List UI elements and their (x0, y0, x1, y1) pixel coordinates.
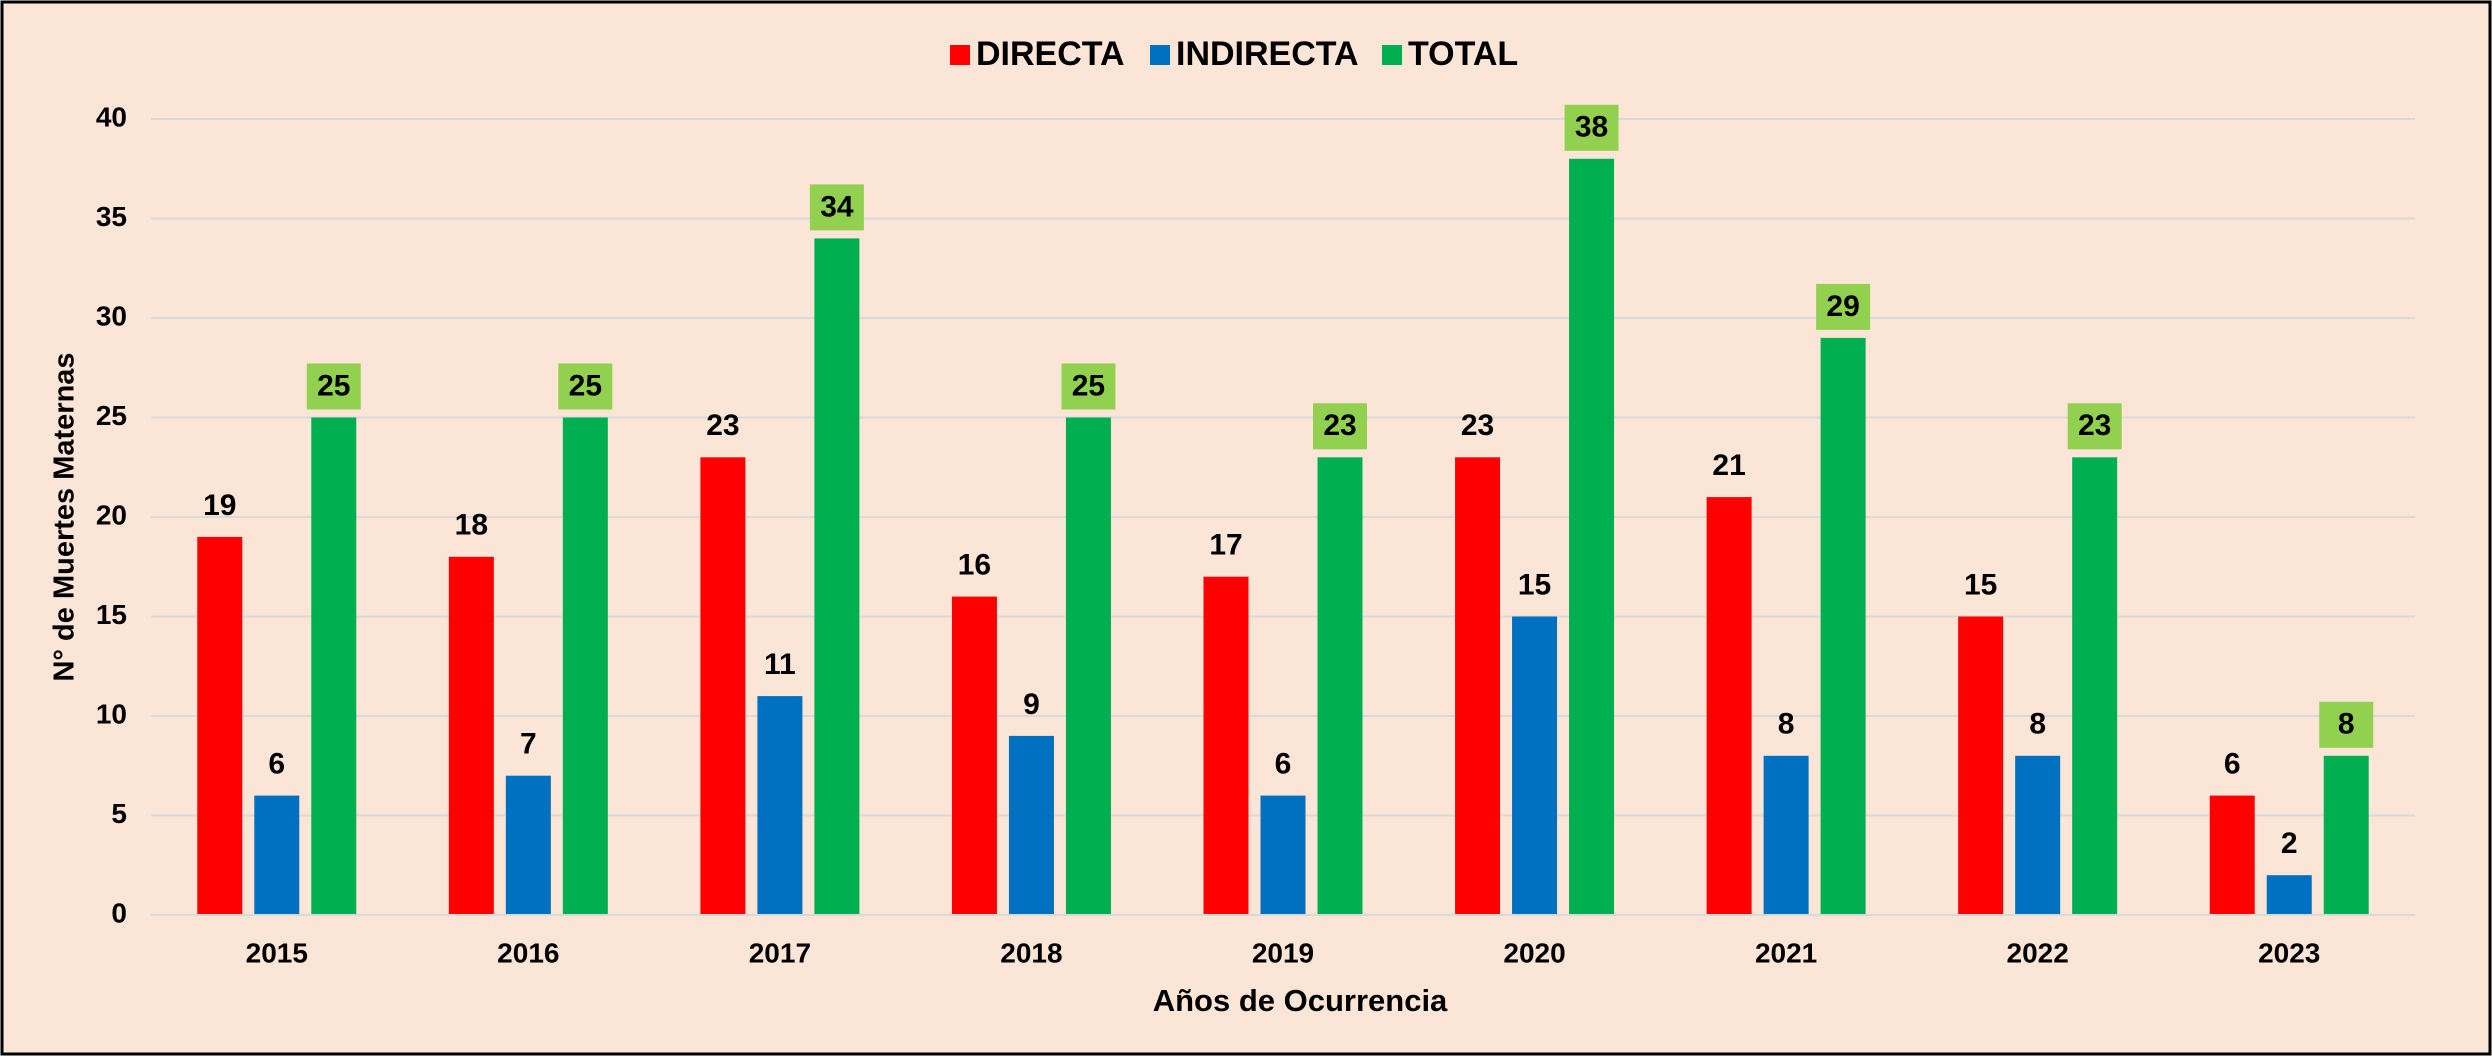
bar (700, 457, 746, 915)
bar (505, 775, 551, 915)
bar (757, 696, 803, 915)
x-tick-label: 2020 (1503, 937, 1565, 968)
bar (1317, 457, 1363, 915)
bar (1763, 755, 1809, 915)
bar (1008, 735, 1054, 915)
value-label: 6 (268, 748, 285, 781)
value-label: 23 (1323, 409, 1356, 442)
bar (1065, 417, 1111, 915)
bar (311, 417, 357, 915)
bar (2323, 755, 2369, 915)
value-label-box (558, 363, 613, 410)
value-label: 7 (520, 728, 537, 761)
x-tick-label: 2022 (2007, 937, 2069, 968)
legend-swatch (1150, 45, 1170, 65)
value-label: 23 (2078, 409, 2111, 442)
bar (1203, 576, 1249, 915)
x-tick-label: 2023 (2258, 937, 2320, 968)
bar (448, 556, 494, 915)
value-label-box (2067, 403, 2122, 450)
bar (2072, 457, 2118, 915)
legend-label: INDIRECTA (1176, 35, 1359, 73)
y-tick-label: 15 (96, 599, 127, 630)
value-label: 17 (1209, 529, 1242, 562)
value-label: 21 (1712, 449, 1745, 482)
value-label: 25 (317, 369, 350, 402)
y-tick-label: 10 (96, 698, 127, 729)
y-axis-label: N° de Muertes Maternas (49, 352, 81, 681)
value-label: 6 (2224, 748, 2241, 781)
value-label: 23 (706, 409, 739, 442)
bar (2209, 795, 2255, 915)
value-label-box (306, 363, 361, 410)
bar (254, 795, 300, 915)
value-label: 34 (820, 190, 854, 223)
value-label: 2 (2281, 827, 2298, 860)
bar (951, 596, 997, 915)
value-label: 23 (1461, 409, 1494, 442)
value-label: 11 (764, 648, 796, 681)
y-tick-label: 0 (111, 897, 127, 928)
y-tick-label: 20 (96, 499, 127, 530)
x-tick-label: 2021 (1755, 937, 1817, 968)
bar (2015, 755, 2061, 915)
x-tick-label: 2016 (497, 937, 559, 968)
value-label: 19 (203, 489, 236, 522)
value-label: 6 (1275, 748, 1292, 781)
y-tick-label: 25 (96, 400, 127, 431)
legend-swatch (1382, 45, 1402, 65)
value-label: 16 (958, 549, 991, 582)
bar (1512, 616, 1558, 915)
x-axis-label: Años de Ocurrencia (1153, 983, 1448, 1018)
bar (197, 536, 243, 915)
legend-label: DIRECTA (976, 35, 1125, 73)
value-label: 18 (455, 509, 488, 542)
value-label: 25 (569, 369, 602, 402)
legend-label: TOTAL (1408, 35, 1518, 73)
bar (1958, 616, 2004, 915)
bar (1706, 497, 1752, 915)
value-label: 8 (2029, 708, 2046, 741)
value-label: 8 (2338, 708, 2355, 741)
value-label-box (2319, 701, 2374, 748)
value-label: 9 (1023, 688, 1040, 721)
bar (1820, 337, 1866, 915)
bar (1260, 795, 1306, 915)
value-label: 25 (1072, 369, 1105, 402)
value-label: 8 (1778, 708, 1795, 741)
y-tick-label: 35 (96, 201, 127, 232)
x-tick-label: 2018 (1000, 937, 1062, 968)
bar (562, 417, 608, 915)
x-tick-label: 2019 (1252, 937, 1314, 968)
value-label-box (1564, 104, 1619, 151)
y-tick-label: 30 (96, 300, 127, 331)
bar (1455, 457, 1501, 915)
value-label: 15 (1518, 568, 1551, 601)
value-label-box (1816, 283, 1871, 330)
x-tick-label: 2015 (246, 937, 308, 968)
bar (1569, 158, 1615, 916)
y-tick-label: 5 (111, 798, 127, 829)
x-tick-label: 2017 (749, 937, 811, 968)
value-label: 38 (1575, 111, 1608, 144)
legend-swatch (950, 45, 970, 65)
value-label: 29 (1826, 290, 1859, 323)
value-label-box (1061, 363, 1116, 410)
value-label: 15 (1964, 568, 1997, 601)
bar (814, 238, 860, 915)
value-label-box (1313, 403, 1367, 450)
bar (2266, 875, 2312, 915)
value-label-box (809, 184, 864, 231)
y-tick-label: 40 (96, 101, 127, 132)
